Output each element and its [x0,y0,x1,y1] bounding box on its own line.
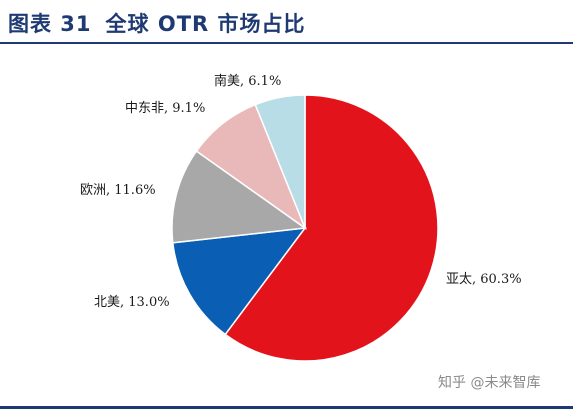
figure-number: 图表 31 [8,12,92,36]
figure-header: 图表 31 全球 OTR 市场占比 [0,0,573,44]
pie-slice-asia-pacific [224,94,439,362]
pie-slice-north-america [171,227,307,336]
slice-label-asia-pacific: 亚太, 60.3% [446,272,522,287]
pie-slices [171,94,439,362]
slice-label-europe: 欧洲, 11.6% [80,183,156,198]
pie-slice-europe [171,150,308,244]
header-divider [0,42,573,44]
slice-label-middle-east-africa: 中东非, 9.1% [125,101,205,116]
figure-title: 图表 31 全球 OTR 市场占比 [8,8,306,38]
chart-title: 全球 OTR 市场占比 [105,12,306,36]
pie-slice-south-america [254,94,306,229]
slice-label-north-america: 北美, 13.0% [94,295,170,310]
pie-labels: 亚太, 60.3% 北美, 13.0% 欧洲, 11.6% 中东非, 9.1% 南美, … [80,73,522,310]
watermark-text: 知乎 @未来智库 [438,375,541,391]
slice-label-south-america: 南美, 6.1% [214,73,281,89]
footer-divider [0,406,573,409]
